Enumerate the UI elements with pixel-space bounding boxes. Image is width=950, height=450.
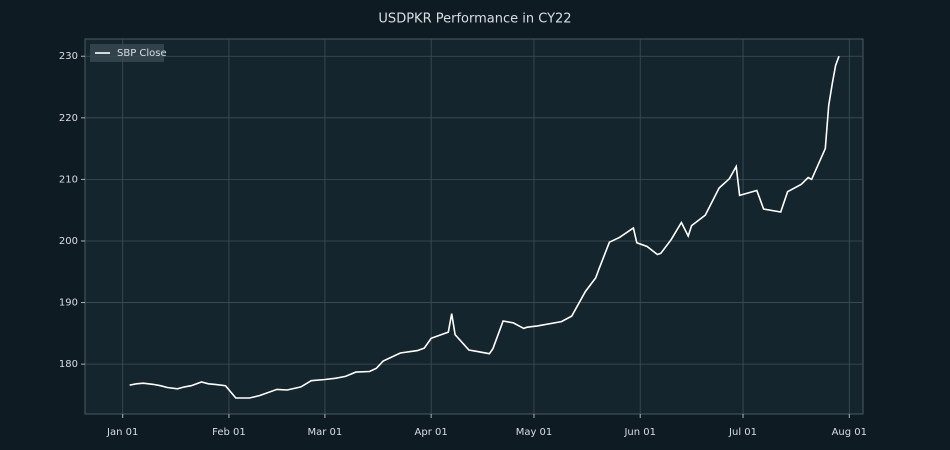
y-tick-label: 220 <box>59 113 78 124</box>
x-tick-label: Jul 01 <box>728 427 757 438</box>
y-tick-label: 200 <box>59 236 78 247</box>
x-tick-label: Jun 01 <box>623 427 656 438</box>
legend-box <box>90 44 164 62</box>
x-tick-label: Mar 01 <box>308 427 343 438</box>
y-tick-label: 180 <box>59 359 78 370</box>
x-tick-label: Apr 01 <box>415 427 448 438</box>
y-tick-label: 230 <box>59 51 78 62</box>
x-tick-label: Jan 01 <box>106 427 138 438</box>
line <box>129 55 840 399</box>
legend-label: SBP Close <box>117 48 167 59</box>
chart-title: USDPKR Performance in CY22 <box>378 12 571 27</box>
y-tick-label: 210 <box>59 174 78 185</box>
x-tick-label: May 01 <box>516 427 553 438</box>
plot-area <box>84 38 864 415</box>
x-tick-label: Aug 01 <box>832 427 867 438</box>
x-tick-label: Feb 01 <box>212 427 246 438</box>
y-tick-label: 190 <box>59 298 78 309</box>
